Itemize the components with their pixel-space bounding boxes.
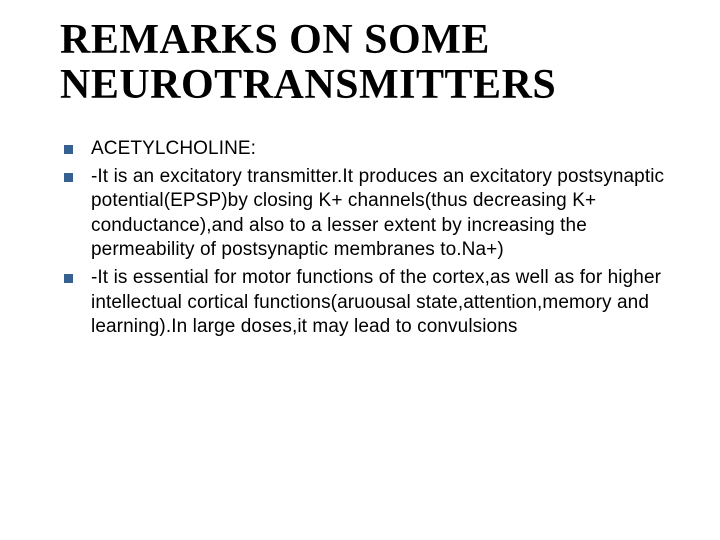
slide-title: REMARKS ON SOME NEUROTRANSMITTERS bbox=[60, 18, 680, 109]
bullet-text: -It is an excitatory transmitter.It prod… bbox=[91, 165, 680, 262]
list-item: -It is essential for motor functions of … bbox=[60, 266, 680, 339]
slide-body: ACETYLCHOLINE: -It is an excitatory tran… bbox=[60, 137, 680, 340]
bullet-text: -It is essential for motor functions of … bbox=[91, 266, 680, 339]
square-bullet-icon bbox=[64, 173, 73, 182]
slide: REMARKS ON SOME NEUROTRANSMITTERS ACETYL… bbox=[0, 0, 720, 540]
square-bullet-icon bbox=[64, 274, 73, 283]
bullet-text: ACETYLCHOLINE: bbox=[91, 137, 680, 161]
list-item: -It is an excitatory transmitter.It prod… bbox=[60, 165, 680, 262]
square-bullet-icon bbox=[64, 145, 73, 154]
list-item: ACETYLCHOLINE: bbox=[60, 137, 680, 161]
